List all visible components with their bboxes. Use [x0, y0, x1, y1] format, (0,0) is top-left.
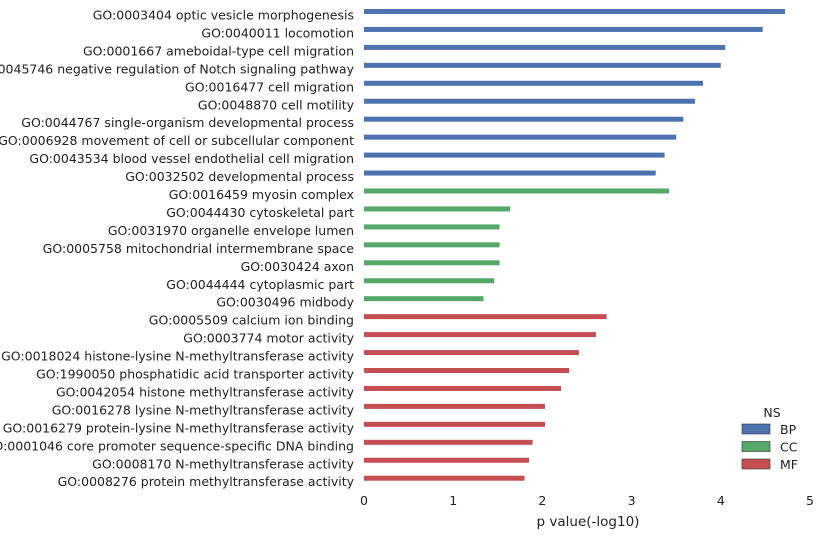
legend-label-cc: CC — [780, 440, 798, 455]
bar-cc — [364, 260, 500, 266]
bar-bp — [364, 26, 763, 32]
bar-mf — [364, 332, 596, 338]
category-label: GO:0030496 midbody — [216, 295, 354, 310]
category-labels: GO:0003404 optic vesicle morphogenesis GO… — [0, 8, 355, 490]
bar-mf — [364, 350, 579, 356]
category-label: GO:0001667 ameboidal-type cell migration — [83, 43, 354, 58]
legend-title: NS — [763, 405, 780, 420]
category-label: GO:0008170 N-methyltransferase activity — [92, 456, 354, 471]
bar-mf — [364, 314, 607, 320]
category-label: GO:0018024 histone-lysine N-methyltransf… — [1, 349, 354, 364]
category-label: GO:0003404 optic vesicle morphogenesis — [93, 8, 354, 23]
category-label: GO:0048870 cell motility — [198, 97, 355, 112]
bars-layer — [364, 9, 786, 481]
bar-bp — [364, 44, 726, 50]
bar-mf — [364, 439, 533, 445]
x-tick-label: 0 — [360, 493, 368, 508]
category-label: GO:0030424 axon — [241, 259, 354, 274]
bar-mf — [364, 475, 525, 481]
x-axis-ticks: 0 1 2 3 4 5 — [360, 493, 814, 508]
category-label: GO:0001046 core promoter sequence-specif… — [0, 438, 354, 453]
category-label: GO:0044430 cytoskeletal part — [166, 205, 354, 220]
bar-mf — [364, 457, 530, 463]
bar-bp — [364, 80, 703, 86]
bar-bp — [364, 62, 721, 68]
category-label: GO:0042054 histone methyltransferase act… — [56, 384, 355, 399]
category-label: GO:0016279 protein-lysine N-methyltransf… — [3, 420, 355, 435]
bar-cc — [364, 242, 500, 248]
legend: NS BP CC MF — [741, 405, 798, 472]
x-tick-label: 4 — [717, 493, 725, 508]
bar-bp — [364, 170, 656, 176]
bar-mf — [364, 421, 546, 427]
bar-cc — [364, 188, 670, 194]
bar-mf — [364, 368, 570, 373]
legend-swatch-bp — [741, 423, 771, 435]
x-tick-label: 2 — [538, 493, 546, 508]
bar-cc — [364, 278, 495, 284]
bar-mf — [364, 385, 562, 391]
x-tick-label: 1 — [449, 493, 457, 508]
category-label: GO:1990050 phosphatidic acid transporter… — [36, 367, 354, 382]
bar-cc — [364, 296, 484, 302]
bar-mf — [364, 403, 546, 409]
category-label: GO:0044767 single-organism developmental… — [21, 115, 354, 130]
category-label: GO:0043534 blood vessel endothelial cell… — [29, 151, 354, 166]
legend-label-bp: BP — [780, 422, 797, 437]
x-axis-title: p value(-log10) — [537, 514, 640, 530]
bar-bp — [364, 152, 665, 158]
legend-swatch-mf — [741, 458, 771, 470]
bar-cc — [364, 224, 500, 230]
bar-bp — [364, 98, 695, 104]
category-label: GO:0032502 developmental process — [125, 169, 354, 184]
x-tick-label: 3 — [628, 493, 636, 508]
bar-cc — [364, 206, 511, 212]
legend-label-mf: MF — [780, 457, 798, 472]
category-label: GO:0040011 locomotion — [201, 25, 354, 40]
category-label: GO:0005758 mitochondrial intermembrane s… — [43, 241, 355, 256]
category-label: GO:0044444 cytoplasmic part — [166, 277, 354, 292]
legend-swatch-cc — [741, 441, 771, 452]
category-label: GO:0006928 movement of cell or subcellul… — [0, 133, 354, 148]
category-label: GO:0008276 protein methyltransferase act… — [58, 474, 355, 489]
category-label: GO:0005509 calcium ion binding — [149, 313, 354, 328]
category-label: GO:0016459 myosin complex — [169, 187, 354, 202]
category-label: GO:0016477 cell migration — [185, 79, 354, 94]
bar-bp — [364, 9, 786, 14]
bar-bp — [364, 134, 677, 140]
category-label: GO:0016278 lysine N-methyltransferase ac… — [52, 402, 355, 417]
bar-bp — [364, 116, 684, 122]
category-label: GO:0031970 organelle envelope lumen — [108, 223, 354, 238]
x-tick-label: 5 — [806, 493, 814, 508]
category-label: GO:0003774 motor activity — [183, 331, 354, 346]
category-label: GO:0045746 negative regulation of Notch … — [0, 61, 355, 76]
